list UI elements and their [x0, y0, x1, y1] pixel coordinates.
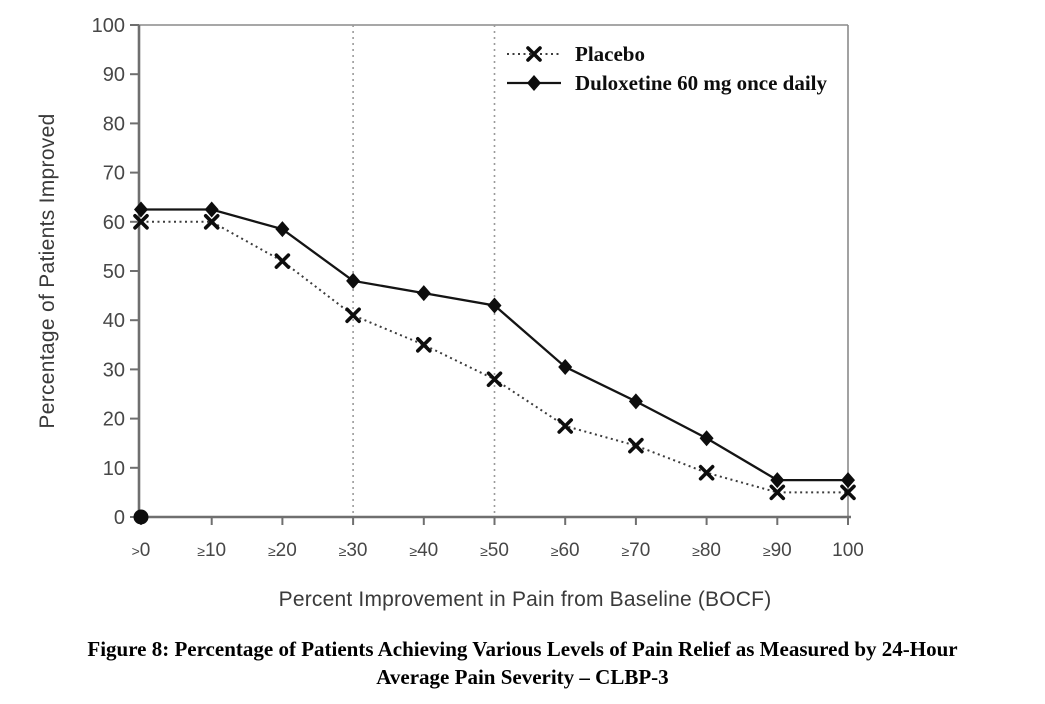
x-axis-tick-label: ≥90: [763, 540, 792, 561]
x-axis-tick-label: ≥10: [197, 540, 226, 561]
x-axis-tick-label: ≥80: [692, 540, 721, 561]
origin-dot: [133, 509, 149, 525]
y-axis-title: Percentage of Patients Improved: [36, 113, 59, 429]
placebo-marker: [698, 464, 715, 481]
legend-row-duloxetine: Duloxetine 60 mg once daily: [505, 70, 827, 96]
y-axis-tick-label: 90: [103, 64, 125, 86]
figure-caption-line-1: Figure 8: Percentage of Patients Achievi…: [87, 637, 958, 661]
legend: Placebo Duloxetine 60 mg once daily: [505, 41, 827, 96]
y-axis-tick-label: 30: [103, 359, 125, 381]
y-axis-tick-label: 60: [103, 212, 125, 234]
duloxetine-marker: [628, 393, 643, 410]
duloxetine-marker: [275, 221, 290, 238]
placebo-marker: [486, 371, 503, 388]
x-axis-tick-label: ≥30: [339, 540, 368, 561]
x-axis-tick-label: ≥40: [409, 540, 438, 561]
duloxetine-marker: [558, 358, 573, 375]
legend-row-placebo: Placebo: [505, 41, 827, 67]
duloxetine-marker: [416, 285, 431, 302]
x-axis-tick-label: ≥70: [621, 540, 650, 561]
placebo-marker: [345, 307, 361, 324]
x-axis-tick-label: ≥20: [268, 540, 297, 561]
duloxetine-marker: [487, 297, 502, 314]
duloxetine-marker: [699, 430, 714, 447]
placebo-line-x-marker-icon: [507, 46, 561, 62]
y-axis-tick-label: 80: [103, 113, 125, 135]
duloxetine-line-diamond-marker-icon: [507, 75, 561, 91]
duloxetine-marker: [346, 272, 361, 289]
placebo-marker: [628, 437, 644, 454]
placebo-marker: [840, 484, 856, 501]
y-axis-tick-label: 70: [103, 163, 125, 185]
duloxetine-marker: [841, 472, 855, 489]
duloxetine-marker: [770, 472, 785, 489]
figure-caption: Figure 8: Percentage of Patients Achievi…: [0, 636, 1045, 691]
duloxetine-marker: [134, 201, 148, 218]
legend-label-placebo: Placebo: [575, 41, 645, 66]
y-axis-tick-label: 10: [103, 458, 125, 480]
placebo-marker: [203, 214, 220, 230]
placebo-marker: [769, 484, 786, 501]
placebo-marker: [274, 253, 291, 269]
x-axis-title: Percent Improvement in Pain from Baselin…: [278, 588, 772, 611]
chart-canvas: 0 10 20 30 40 50 60 70 80 90 100 >0 ≥10 ≥20 ≥30 ≥40 ≥50 ≥…: [92, 15, 864, 561]
x-axis-tick-label: 100: [832, 540, 864, 561]
legend-label-duloxetine: Duloxetine 60 mg once daily: [575, 70, 827, 95]
chart-area: 0 10 20 30 40 50 60 70 80 90 100 >0 ≥10 ≥20 ≥30 ≥40 ≥50 ≥…: [36, 15, 864, 611]
y-axis-tick-label: 100: [92, 15, 125, 37]
x-axis-tick-label: >0: [132, 540, 151, 561]
y-axis-tick-label: 40: [103, 310, 125, 332]
figure-caption-line-2: Average Pain Severity – CLBP-3: [376, 664, 669, 689]
placebo-marker: [557, 418, 573, 434]
y-axis-tick-label: 20: [103, 409, 125, 431]
placebo-marker: [416, 337, 432, 353]
duloxetine-marker: [204, 201, 219, 218]
y-axis-tick-label: 50: [103, 261, 125, 283]
x-axis-tick-label: ≥60: [551, 540, 580, 561]
x-axis-tick-label: ≥50: [480, 540, 509, 561]
y-axis-tick-label: 0: [114, 507, 125, 529]
placebo-marker: [133, 214, 149, 230]
